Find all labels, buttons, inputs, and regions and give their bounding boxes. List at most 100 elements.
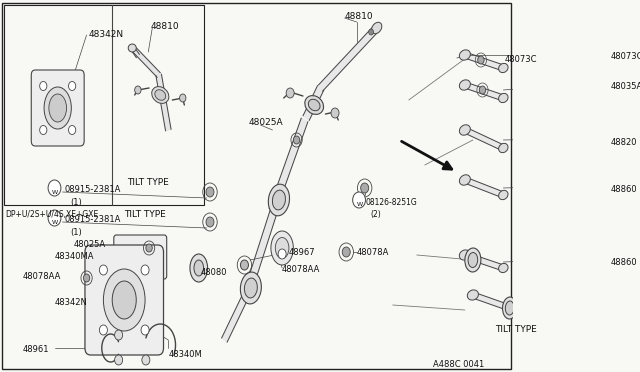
Ellipse shape [305, 96, 324, 115]
Ellipse shape [268, 184, 289, 216]
Ellipse shape [112, 281, 136, 319]
Ellipse shape [499, 93, 508, 103]
Ellipse shape [499, 263, 508, 273]
Text: W: W [52, 219, 58, 224]
Circle shape [180, 94, 186, 102]
Circle shape [48, 180, 61, 196]
Ellipse shape [460, 80, 470, 90]
Text: DP+U/2S+U/4S,XE+GXE: DP+U/2S+U/4S,XE+GXE [5, 210, 98, 219]
Polygon shape [464, 82, 504, 101]
Text: TILT TYPE: TILT TYPE [495, 325, 537, 334]
Ellipse shape [499, 143, 508, 153]
Text: W: W [52, 189, 58, 195]
Circle shape [477, 56, 484, 64]
Circle shape [115, 330, 123, 340]
Text: 48860: 48860 [611, 185, 637, 194]
Text: TILT TYPE: TILT TYPE [127, 178, 168, 187]
Ellipse shape [104, 269, 145, 331]
Polygon shape [464, 52, 504, 71]
Text: 48078AA: 48078AA [22, 272, 61, 281]
Text: 48073C: 48073C [505, 55, 538, 64]
Polygon shape [472, 292, 510, 311]
Text: (1): (1) [70, 198, 83, 207]
Ellipse shape [499, 190, 508, 200]
Ellipse shape [460, 175, 470, 185]
Ellipse shape [308, 99, 320, 111]
Circle shape [99, 265, 108, 275]
Circle shape [68, 125, 76, 135]
Circle shape [146, 244, 152, 252]
Ellipse shape [155, 90, 166, 100]
Text: 08915-2381A: 08915-2381A [64, 185, 120, 194]
Ellipse shape [506, 301, 514, 315]
Ellipse shape [499, 63, 508, 73]
Circle shape [142, 355, 150, 365]
Circle shape [68, 81, 76, 90]
Polygon shape [464, 127, 504, 151]
Circle shape [40, 81, 47, 90]
Polygon shape [464, 177, 504, 198]
Text: 48961: 48961 [22, 345, 49, 354]
Bar [4, 5, 204, 205]
Ellipse shape [194, 260, 204, 276]
Polygon shape [319, 25, 379, 91]
Text: (2): (2) [371, 210, 381, 219]
Polygon shape [131, 46, 140, 58]
Text: 48080: 48080 [200, 268, 227, 277]
Text: 48025A: 48025A [74, 240, 106, 249]
Ellipse shape [273, 190, 285, 210]
Circle shape [278, 249, 286, 259]
Text: 48340MA: 48340MA [54, 252, 94, 261]
Text: 48078AA: 48078AA [282, 265, 321, 274]
Text: 48073C: 48073C [611, 52, 640, 61]
Ellipse shape [152, 87, 169, 103]
Circle shape [241, 260, 248, 270]
FancyBboxPatch shape [85, 245, 163, 355]
Text: TILT TYPE: TILT TYPE [124, 210, 166, 219]
Polygon shape [221, 288, 252, 342]
Circle shape [115, 355, 123, 365]
Ellipse shape [275, 237, 289, 259]
Circle shape [134, 86, 141, 94]
Text: (1): (1) [70, 228, 83, 237]
Circle shape [293, 136, 300, 144]
Ellipse shape [460, 50, 470, 60]
Polygon shape [133, 48, 160, 77]
Text: 48810: 48810 [150, 22, 179, 31]
Circle shape [206, 217, 214, 227]
Ellipse shape [244, 278, 257, 298]
Circle shape [206, 187, 214, 197]
Ellipse shape [271, 231, 293, 265]
Text: 48078A: 48078A [356, 248, 389, 257]
Ellipse shape [128, 44, 136, 52]
Circle shape [361, 183, 369, 193]
Polygon shape [269, 118, 308, 212]
Text: 48820: 48820 [611, 138, 637, 147]
Ellipse shape [49, 94, 67, 122]
FancyBboxPatch shape [114, 235, 166, 279]
Circle shape [369, 29, 374, 35]
Circle shape [48, 210, 61, 226]
Text: 48340M: 48340M [168, 350, 202, 359]
Circle shape [479, 86, 486, 94]
Circle shape [83, 274, 90, 282]
Text: 48035A: 48035A [611, 82, 640, 91]
Circle shape [286, 88, 294, 98]
Ellipse shape [372, 22, 382, 34]
Text: W: W [356, 202, 363, 206]
Ellipse shape [467, 290, 479, 300]
Polygon shape [156, 74, 171, 131]
Text: A488C 0041: A488C 0041 [433, 360, 484, 369]
Polygon shape [464, 252, 504, 271]
Circle shape [331, 108, 339, 118]
Ellipse shape [44, 87, 71, 129]
Circle shape [99, 325, 108, 335]
Circle shape [40, 125, 47, 135]
Circle shape [353, 192, 365, 208]
Text: 08126-8251G: 08126-8251G [365, 198, 417, 207]
Text: 48025A: 48025A [248, 118, 283, 127]
Circle shape [342, 247, 350, 257]
Text: 48860: 48860 [611, 258, 637, 267]
Ellipse shape [460, 125, 470, 135]
Text: 08915-2381A: 08915-2381A [64, 215, 120, 224]
